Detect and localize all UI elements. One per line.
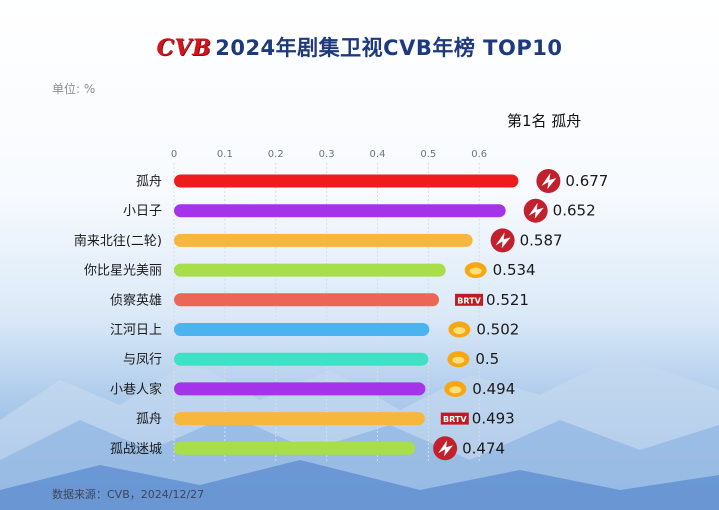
category-label: 孤战迷城 xyxy=(110,442,162,457)
bar xyxy=(174,323,430,336)
x-tick-label: 0.3 xyxy=(319,149,335,160)
btv-icon-text: BRTV xyxy=(443,415,467,424)
dragon-tv-icon-mark xyxy=(495,232,511,249)
x-tick-label: 0.1 xyxy=(217,149,233,160)
hunan-tv-icon-mark xyxy=(453,327,466,334)
btv-icon xyxy=(455,293,484,306)
bar xyxy=(174,412,425,426)
category-label: 小日子 xyxy=(123,204,162,219)
x-tick-label: 0 xyxy=(171,149,177,160)
bar xyxy=(174,174,519,188)
category-label: 江河日上 xyxy=(110,323,162,338)
bar xyxy=(174,441,416,455)
category-label: 孤舟 xyxy=(136,412,162,427)
value-label: 0.652 xyxy=(553,202,596,220)
x-tick-label: 0.5 xyxy=(420,149,436,160)
value-label: 0.5 xyxy=(475,350,499,368)
hunan-tv-icon-mark xyxy=(469,267,482,275)
chart-title: CVB 2024年剧集卫视CVB年榜 TOP10 xyxy=(0,32,719,62)
btv-icon xyxy=(440,412,469,425)
x-tick-label: 0.2 xyxy=(268,149,284,160)
dragon-tv-icon-mark xyxy=(438,440,454,457)
value-label: 0.587 xyxy=(520,231,563,249)
value-label: 0.521 xyxy=(486,291,529,309)
source-footer: 数据来源：CVB，2024/12/27 xyxy=(52,488,205,501)
bar xyxy=(174,382,426,396)
dragon-tv-icon-mark xyxy=(528,202,544,219)
bar xyxy=(174,233,473,247)
x-tick-label: 0.4 xyxy=(370,149,386,160)
bar xyxy=(174,293,440,307)
category-label: 你比星光美丽 xyxy=(84,264,162,279)
value-label: 0.502 xyxy=(476,321,519,339)
hunan-tv-icon-mark xyxy=(452,356,465,364)
category-label: 与凤行 xyxy=(123,353,162,368)
unit-label: 单位: % xyxy=(52,82,96,96)
bar xyxy=(174,204,506,218)
dragon-tv-icon-mark xyxy=(541,173,557,189)
value-label: 0.534 xyxy=(493,261,536,279)
category-label: 孤舟 xyxy=(136,175,162,190)
value-label: 0.677 xyxy=(565,172,608,190)
chart-title-text: 2024年剧集卫视CVB年榜 TOP10 xyxy=(215,36,563,60)
category-label: 南来北往(二轮) xyxy=(74,233,162,249)
value-label: 0.493 xyxy=(472,410,515,428)
btv-icon-text: BRTV xyxy=(457,296,481,305)
category-label: 小巷人家 xyxy=(110,381,162,397)
rank-caption: 第1名 孤舟 xyxy=(507,112,582,130)
value-label: 0.474 xyxy=(462,439,505,457)
hunan-tv-icon-mark xyxy=(449,386,462,394)
bar xyxy=(174,352,429,366)
value-label: 0.494 xyxy=(472,380,515,398)
category-label: 侦察英雄 xyxy=(110,293,162,308)
x-tick-label: 0.6 xyxy=(471,149,487,160)
cvb-logo: CVB xyxy=(156,35,212,61)
bar xyxy=(174,263,446,277)
